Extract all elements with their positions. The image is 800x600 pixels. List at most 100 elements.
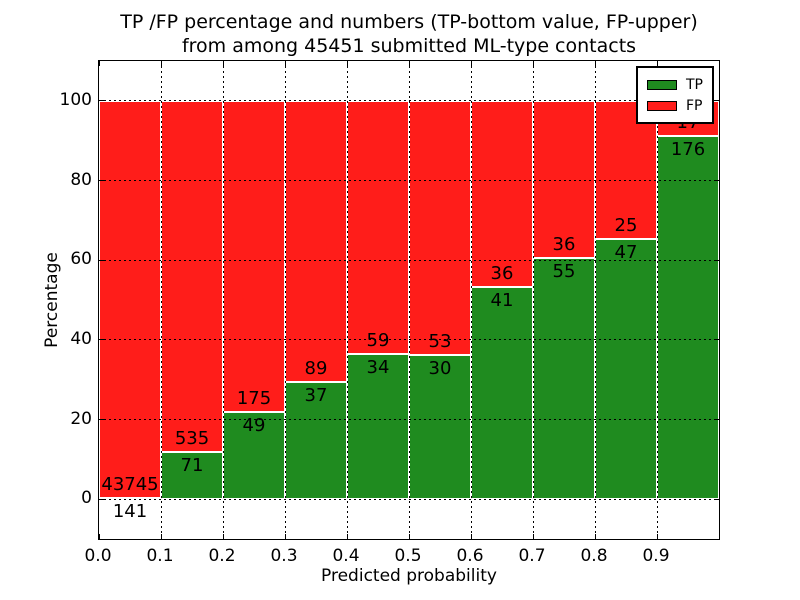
x-tick-top-0.3 xyxy=(284,61,286,66)
chart-title-line2: from among 45451 submitted ML-type conta… xyxy=(181,35,637,57)
tp-count-label-0.8: 47 xyxy=(614,242,638,264)
y-tick-right-80 xyxy=(714,180,719,181)
bar-segment-fp-0.7 xyxy=(533,100,595,259)
x-tick-bottom-0.6 xyxy=(470,534,472,539)
bar-segment-tp-0.5 xyxy=(409,355,471,500)
gridline-x-0.8 xyxy=(594,61,596,539)
bar-segment-fp-0.5 xyxy=(409,100,471,356)
chart-title: TP /FP percentage and numbers (TP-bottom… xyxy=(98,10,720,58)
gridline-x-0.4 xyxy=(346,61,348,539)
bar-segment-fp-0.0 xyxy=(99,100,161,498)
y-tick-label-80: 80 xyxy=(70,169,92,190)
bar-segment-fp-0.4 xyxy=(347,100,409,354)
x-tick-label-0.0: 0.0 xyxy=(84,546,112,566)
x-tick-top-0.1 xyxy=(160,61,162,66)
x-tick-bottom-0.1 xyxy=(160,534,162,539)
x-tick-top-0.2 xyxy=(222,61,224,66)
grid-layer xyxy=(99,61,719,539)
x-tick-label-0.1: 0.1 xyxy=(146,546,174,566)
chart-title-line1: TP /FP percentage and numbers (TP-bottom… xyxy=(120,11,698,33)
tp-count-label-0.2: 49 xyxy=(242,415,266,436)
y-tick-right-0 xyxy=(714,498,719,500)
fp-count-label-0.3: 89 xyxy=(304,358,328,380)
legend-fp-swatch xyxy=(647,100,677,111)
tp-count-label-0.9: 176 xyxy=(670,138,706,160)
y-tick-label-0: 0 xyxy=(81,488,92,509)
y-tick-left-0 xyxy=(99,498,104,500)
y-tick-label-20: 20 xyxy=(70,408,92,429)
y-tick-left-40 xyxy=(99,339,104,341)
tp-count-label-0.6: 41 xyxy=(490,290,514,312)
y-tick-right-20 xyxy=(714,419,719,420)
x-tick-top-0.4 xyxy=(346,61,348,66)
bar-segment-tp-0.4 xyxy=(347,353,409,500)
x-tick-top-0.5 xyxy=(408,61,410,66)
x-axis-label: Predicted probability xyxy=(321,566,497,586)
x-tick-top-0.7 xyxy=(532,61,534,66)
bar-segment-fp-0.6 xyxy=(471,100,533,288)
bar-segment-tp-0.3 xyxy=(285,382,347,500)
y-tick-right-100 xyxy=(714,100,719,102)
gridline-x-0.5 xyxy=(408,61,410,539)
x-tick-top-0.8 xyxy=(594,61,596,66)
bar-segment-tp-0.6 xyxy=(471,287,533,500)
y-tick-label-40: 40 xyxy=(70,328,92,349)
x-tick-bottom-0.7 xyxy=(532,534,534,539)
tp-count-label-0.3: 37 xyxy=(304,385,328,407)
x-tick-label-0.4: 0.4 xyxy=(332,546,360,566)
x-tick-label-0.5: 0.5 xyxy=(394,546,422,566)
y-tick-label-60: 60 xyxy=(70,249,92,270)
x-tick-bottom-0.4 xyxy=(346,534,348,539)
gridline-x-0.2 xyxy=(222,61,224,539)
legend-entry-tp: TP xyxy=(647,74,703,95)
x-tick-top-0.9 xyxy=(656,61,658,66)
y-tick-left-60 xyxy=(99,259,104,261)
bar-segment-fp-0.1 xyxy=(161,100,223,453)
fp-count-label-0.1: 535 xyxy=(174,428,210,450)
tp-count-label-0.7: 55 xyxy=(552,261,576,283)
legend-tp-swatch xyxy=(647,79,677,90)
fp-count-label-0.7: 36 xyxy=(552,234,576,256)
y-tick-right-60 xyxy=(714,259,719,261)
x-tick-top-0.6 xyxy=(470,61,472,66)
legend-fp-label: FP xyxy=(686,97,703,114)
y-tick-left-20 xyxy=(99,419,104,420)
bar-segment-tp-0.7 xyxy=(533,258,595,500)
fp-count-label-0.8: 25 xyxy=(614,215,638,237)
gridline-x-0.3 xyxy=(284,61,286,539)
y-tick-left-100 xyxy=(99,100,104,102)
legend: TP FP xyxy=(636,66,714,124)
tp-count-label-0.0: 141 xyxy=(112,500,148,522)
tp-count-label-0.5: 30 xyxy=(428,358,452,380)
bar-segment-fp-0.3 xyxy=(285,100,347,383)
y-tick-left-80 xyxy=(99,180,104,181)
y-tick-right-40 xyxy=(714,339,719,341)
fp-count-label-0.0: 43745 xyxy=(101,473,159,495)
x-tick-label-0.2: 0.2 xyxy=(208,546,236,566)
x-tick-label-0.6: 0.6 xyxy=(456,546,484,566)
x-tick-bottom-0.8 xyxy=(594,534,596,539)
fp-count-label-0.4: 59 xyxy=(366,329,390,351)
gridline-x-0.9 xyxy=(656,61,658,539)
fp-count-label-0.6: 36 xyxy=(490,263,514,285)
bar-segment-tp-0.9 xyxy=(657,135,719,500)
x-tick-bottom-0.5 xyxy=(408,534,410,539)
x-tick-label-0.8: 0.8 xyxy=(580,546,608,566)
ticks-layer xyxy=(98,61,719,539)
x-tick-label-0.9: 0.9 xyxy=(642,546,670,566)
x-tick-bottom-0.2 xyxy=(222,534,224,539)
legend-tp-label: TP xyxy=(686,76,703,93)
x-tick-label-0.7: 0.7 xyxy=(518,546,546,566)
tp-count-label-0.4: 34 xyxy=(366,356,390,378)
tp-count-label-0.1: 71 xyxy=(180,455,204,477)
x-tick-label-0.3: 0.3 xyxy=(270,546,298,566)
gridline-x-0.7 xyxy=(532,61,534,539)
fp-count-label-0.2: 175 xyxy=(236,388,272,409)
x-tick-top-0.0 xyxy=(98,61,100,66)
bar-segment-tp-0.2 xyxy=(223,412,285,500)
gridline-x-0.1 xyxy=(160,61,162,539)
gridline-x-0.6 xyxy=(470,61,472,539)
legend-entry-fp: FP xyxy=(647,95,703,116)
x-tick-bottom-0.3 xyxy=(284,534,286,539)
